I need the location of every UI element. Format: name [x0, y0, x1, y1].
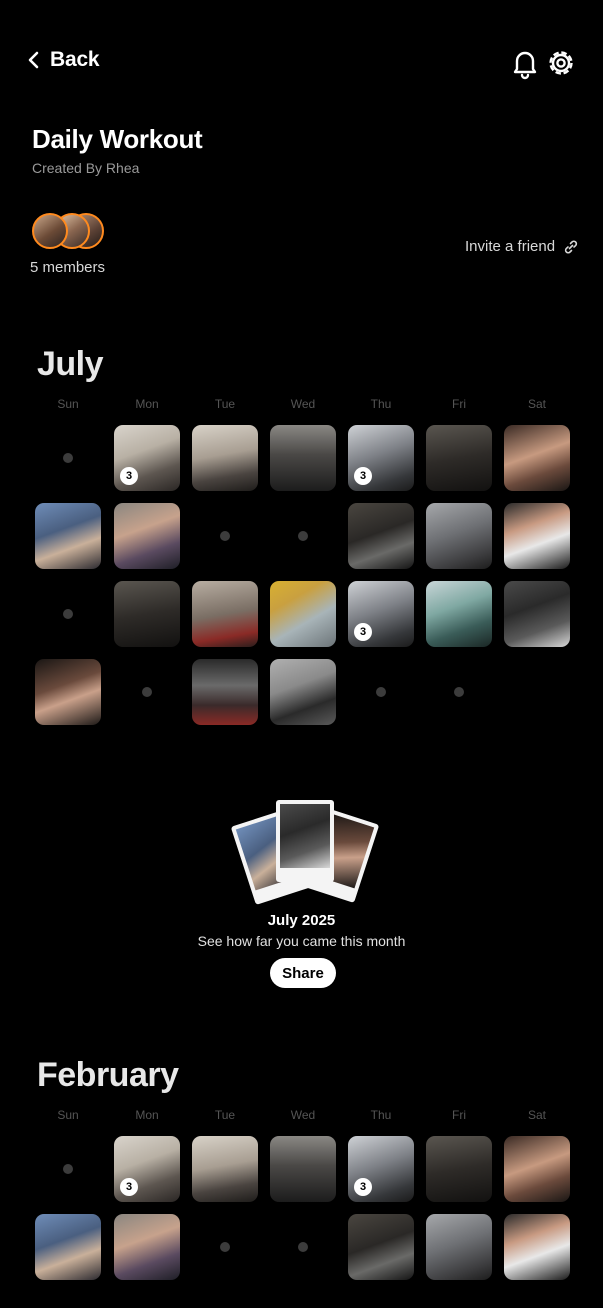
back-label: Back — [50, 48, 100, 71]
day-photo-cell[interactable] — [114, 581, 180, 647]
weekday-label-sun: Sun — [57, 1108, 79, 1122]
day-photo-cell[interactable] — [35, 503, 101, 569]
share-button[interactable]: Share — [270, 958, 336, 988]
day-photo-cell[interactable] — [504, 1136, 570, 1202]
day-photo-cell[interactable]: 3 — [348, 1136, 414, 1202]
month-title: July — [37, 345, 104, 383]
empty-day-dot — [63, 609, 73, 619]
day-photo-cell[interactable] — [504, 503, 570, 569]
day-photo-cell[interactable] — [270, 659, 336, 725]
day-photo-cell[interactable]: 3 — [348, 581, 414, 647]
recap-card-center — [276, 800, 334, 882]
day-photo-cell[interactable]: 3 — [114, 425, 180, 491]
empty-day-dot — [376, 687, 386, 697]
day-photo-cell[interactable] — [426, 581, 492, 647]
weekday-label-tue: Tue — [214, 397, 236, 411]
empty-day-dot — [298, 531, 308, 541]
empty-day-dot — [298, 1242, 308, 1252]
recap-subtitle: See how far you came this month — [197, 933, 406, 949]
created-by-label: Created By Rhea — [32, 160, 140, 176]
weekday-label-thu: Thu — [370, 397, 392, 411]
recap-photo-cards[interactable] — [230, 800, 380, 905]
empty-day-dot — [142, 687, 152, 697]
link-icon — [564, 239, 578, 254]
day-photo-cell[interactable]: 3 — [114, 1136, 180, 1202]
photo-count-badge: 3 — [120, 1178, 138, 1196]
day-photo-cell[interactable] — [114, 1214, 180, 1280]
day-photo-cell[interactable] — [270, 1136, 336, 1202]
weekday-label-sat: Sat — [527, 397, 546, 411]
photo-count-badge: 3 — [120, 467, 138, 485]
day-photo-cell[interactable] — [348, 503, 414, 569]
day-photo-cell[interactable] — [270, 581, 336, 647]
day-photo-cell[interactable] — [426, 503, 492, 569]
empty-day-dot — [63, 453, 73, 463]
back-button[interactable]: Back — [26, 48, 100, 72]
member-avatars[interactable] — [32, 213, 108, 251]
top-bar: Back — [0, 0, 603, 120]
weekday-label-sat: Sat — [527, 1108, 546, 1122]
weekday-label-wed: Wed — [290, 1108, 316, 1122]
day-photo-cell[interactable] — [270, 425, 336, 491]
empty-day-dot — [63, 1164, 73, 1174]
day-photo-cell[interactable] — [192, 1136, 258, 1202]
weekday-label-sun: Sun — [57, 397, 79, 411]
weekday-label-mon: Mon — [135, 1108, 159, 1122]
invite-friend-link[interactable]: Invite a friend — [465, 238, 579, 255]
weekday-label-thu: Thu — [370, 1108, 392, 1122]
weekday-label-wed: Wed — [290, 397, 316, 411]
day-photo-cell[interactable] — [348, 1214, 414, 1280]
empty-day-dot — [220, 531, 230, 541]
avatar — [32, 213, 68, 249]
month-title: February — [37, 1056, 179, 1094]
photo-count-badge: 3 — [354, 1178, 372, 1196]
day-photo-cell[interactable]: 3 — [348, 425, 414, 491]
page-title: Daily Workout — [32, 124, 203, 154]
day-photo-cell[interactable] — [35, 659, 101, 725]
photo-count-badge: 3 — [354, 467, 372, 485]
day-photo-cell[interactable] — [504, 425, 570, 491]
photo-count-badge: 3 — [354, 623, 372, 641]
day-photo-cell[interactable] — [426, 1214, 492, 1280]
empty-day-dot — [220, 1242, 230, 1252]
members-count: 5 members — [30, 259, 106, 276]
day-photo-cell[interactable] — [192, 425, 258, 491]
day-photo-cell[interactable] — [192, 581, 258, 647]
weekday-label-tue: Tue — [214, 1108, 236, 1122]
day-photo-cell[interactable] — [114, 503, 180, 569]
day-photo-cell[interactable] — [35, 1214, 101, 1280]
day-photo-cell[interactable] — [192, 659, 258, 725]
day-photo-cell[interactable] — [504, 1214, 570, 1280]
bell-icon[interactable] — [509, 46, 541, 80]
weekday-label-mon: Mon — [135, 397, 159, 411]
empty-day-dot — [454, 687, 464, 697]
weekday-label-fri: Fri — [452, 397, 466, 411]
recap-card-photo — [280, 804, 330, 868]
weekday-label-fri: Fri — [452, 1108, 466, 1122]
day-photo-cell[interactable] — [426, 425, 492, 491]
chevron-left-icon — [28, 51, 39, 69]
invite-label: Invite a friend — [465, 238, 556, 255]
day-photo-cell[interactable] — [504, 581, 570, 647]
day-photo-cell[interactable] — [426, 1136, 492, 1202]
recap-title: July 2025 — [267, 912, 336, 929]
gear-icon[interactable] — [545, 46, 577, 80]
